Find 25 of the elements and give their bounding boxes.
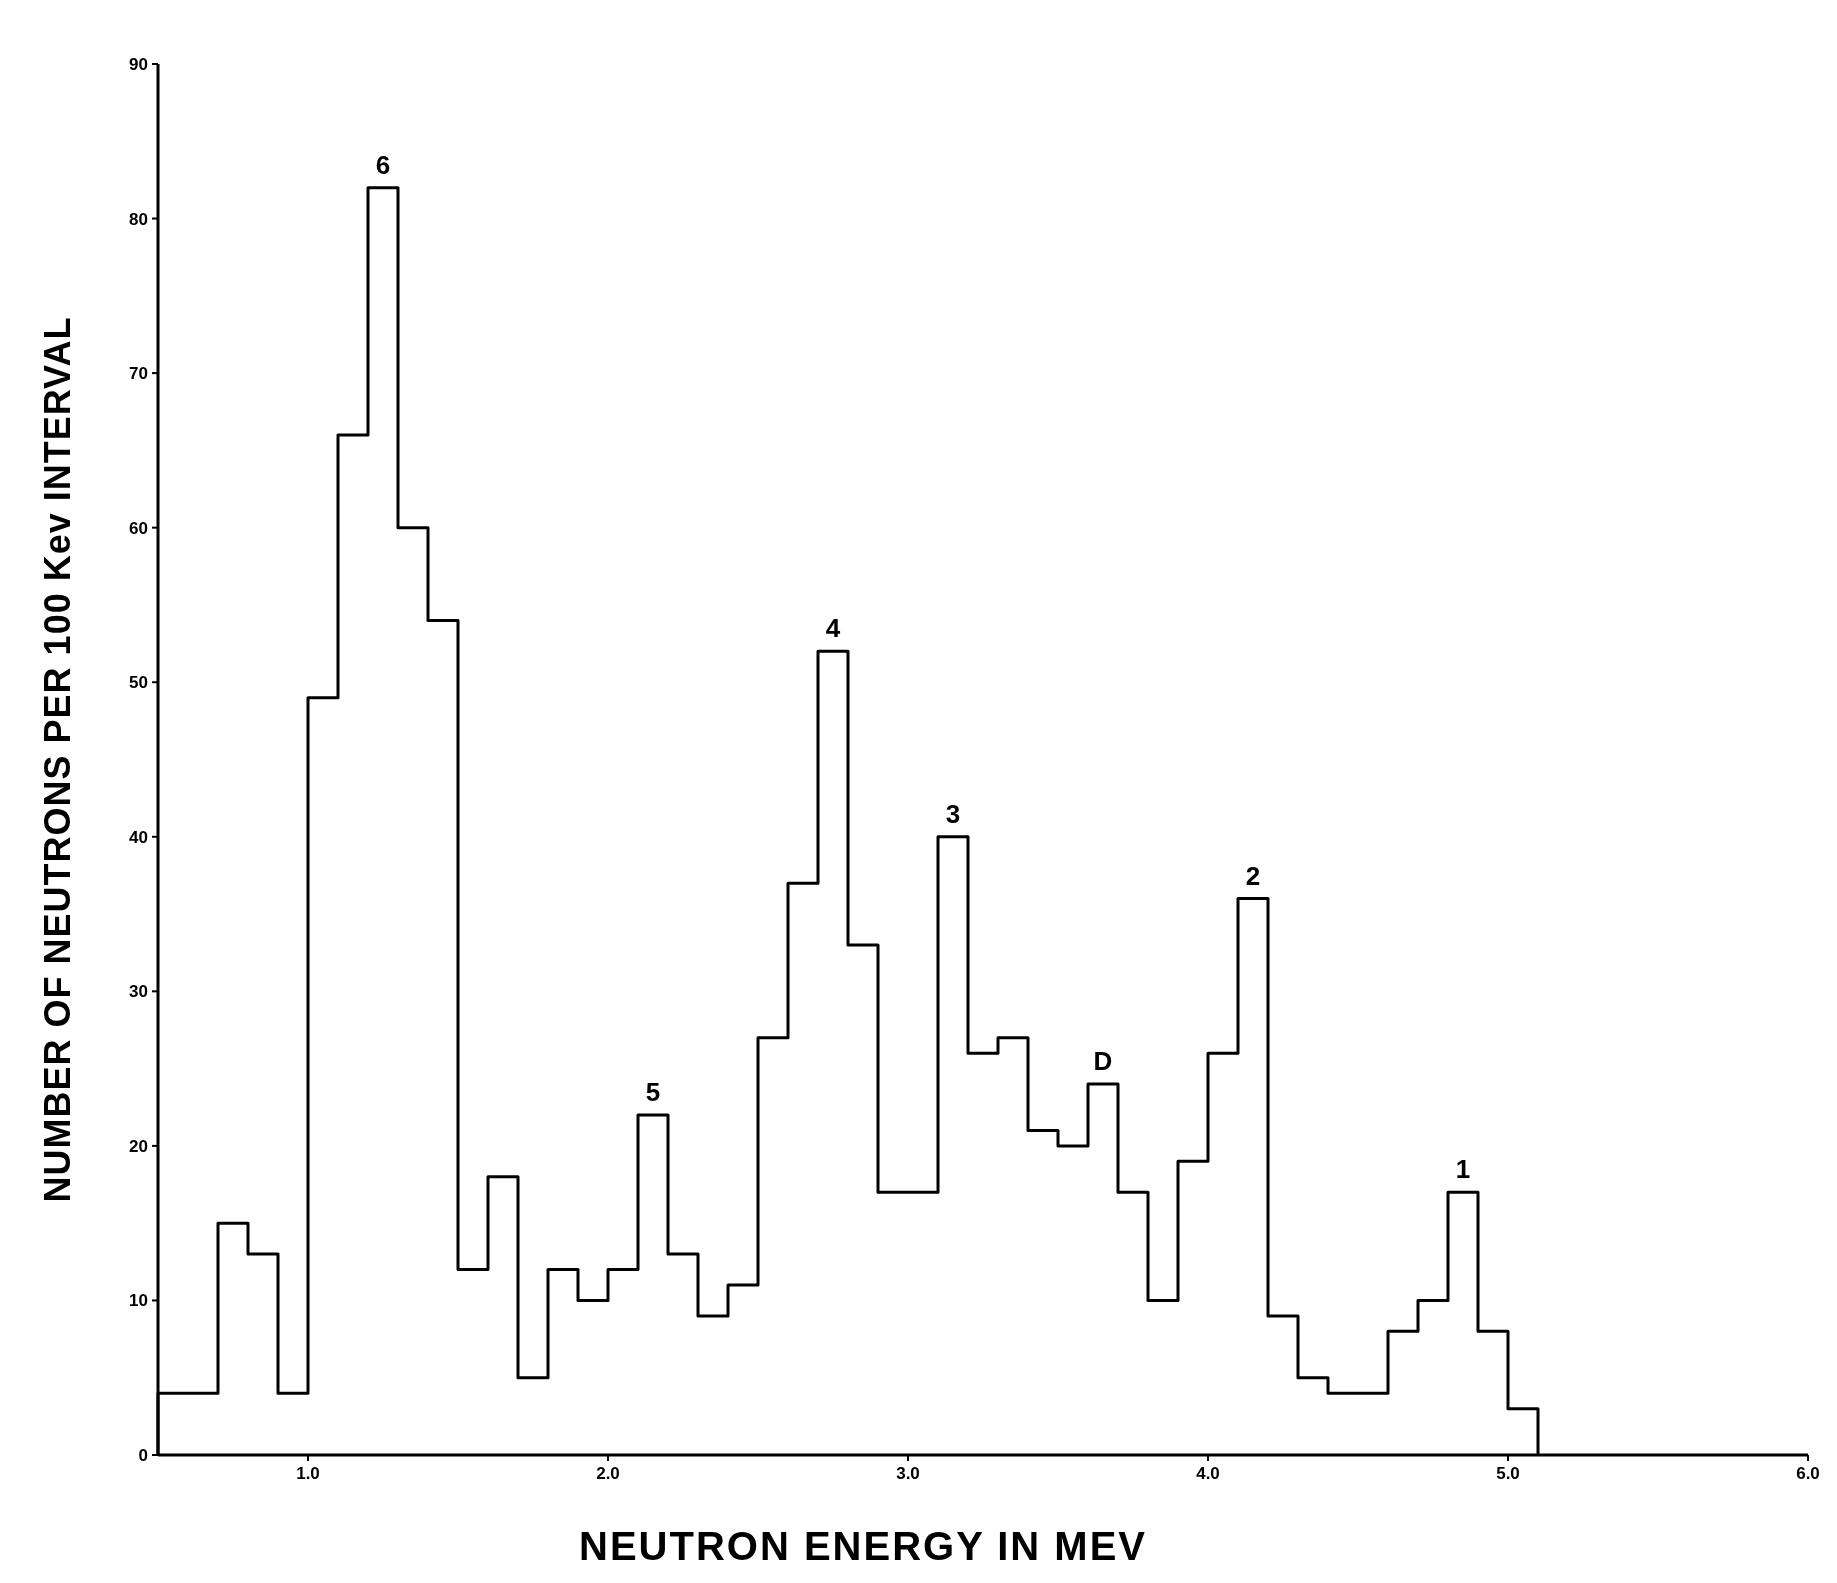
x-tick-label: 5.0 — [1496, 1464, 1520, 1483]
y-tick-label: 20 — [129, 1136, 148, 1156]
y-tick-label: 90 — [129, 54, 148, 74]
annotation: 5 — [645, 1076, 661, 1107]
y-tick-label: 10 — [129, 1291, 148, 1311]
y-tick-label: 0 — [138, 1445, 148, 1465]
annotation: 2 — [1245, 860, 1261, 891]
annotation: D — [1093, 1046, 1113, 1077]
y-tick-label: 60 — [129, 518, 148, 538]
x-tick-label: 1.0 — [296, 1464, 320, 1483]
annotation: 3 — [945, 798, 961, 829]
y-tick-label: 30 — [129, 982, 148, 1002]
y-tick-label: 80 — [129, 209, 148, 229]
annotation: 6 — [375, 149, 391, 180]
x-axis-title: NEUTRON ENERGY IN MEV — [579, 1524, 1147, 1568]
x-tick-label: 2.0 — [596, 1464, 620, 1483]
y-axis-title: NUMBER OF NEUTRONS PER 100 Kev INTERVAL — [37, 316, 78, 1203]
x-tick-label: 3.0 — [896, 1464, 920, 1483]
y-tick-label: 40 — [129, 827, 148, 847]
x-tick-label: 6.0 — [1796, 1464, 1820, 1483]
y-tick-label: 70 — [129, 364, 148, 384]
y-tick-label: 50 — [129, 673, 148, 693]
annotation: 4 — [825, 613, 841, 644]
annotation: 1 — [1455, 1154, 1471, 1185]
x-tick-label: 4.0 — [1196, 1464, 1220, 1483]
